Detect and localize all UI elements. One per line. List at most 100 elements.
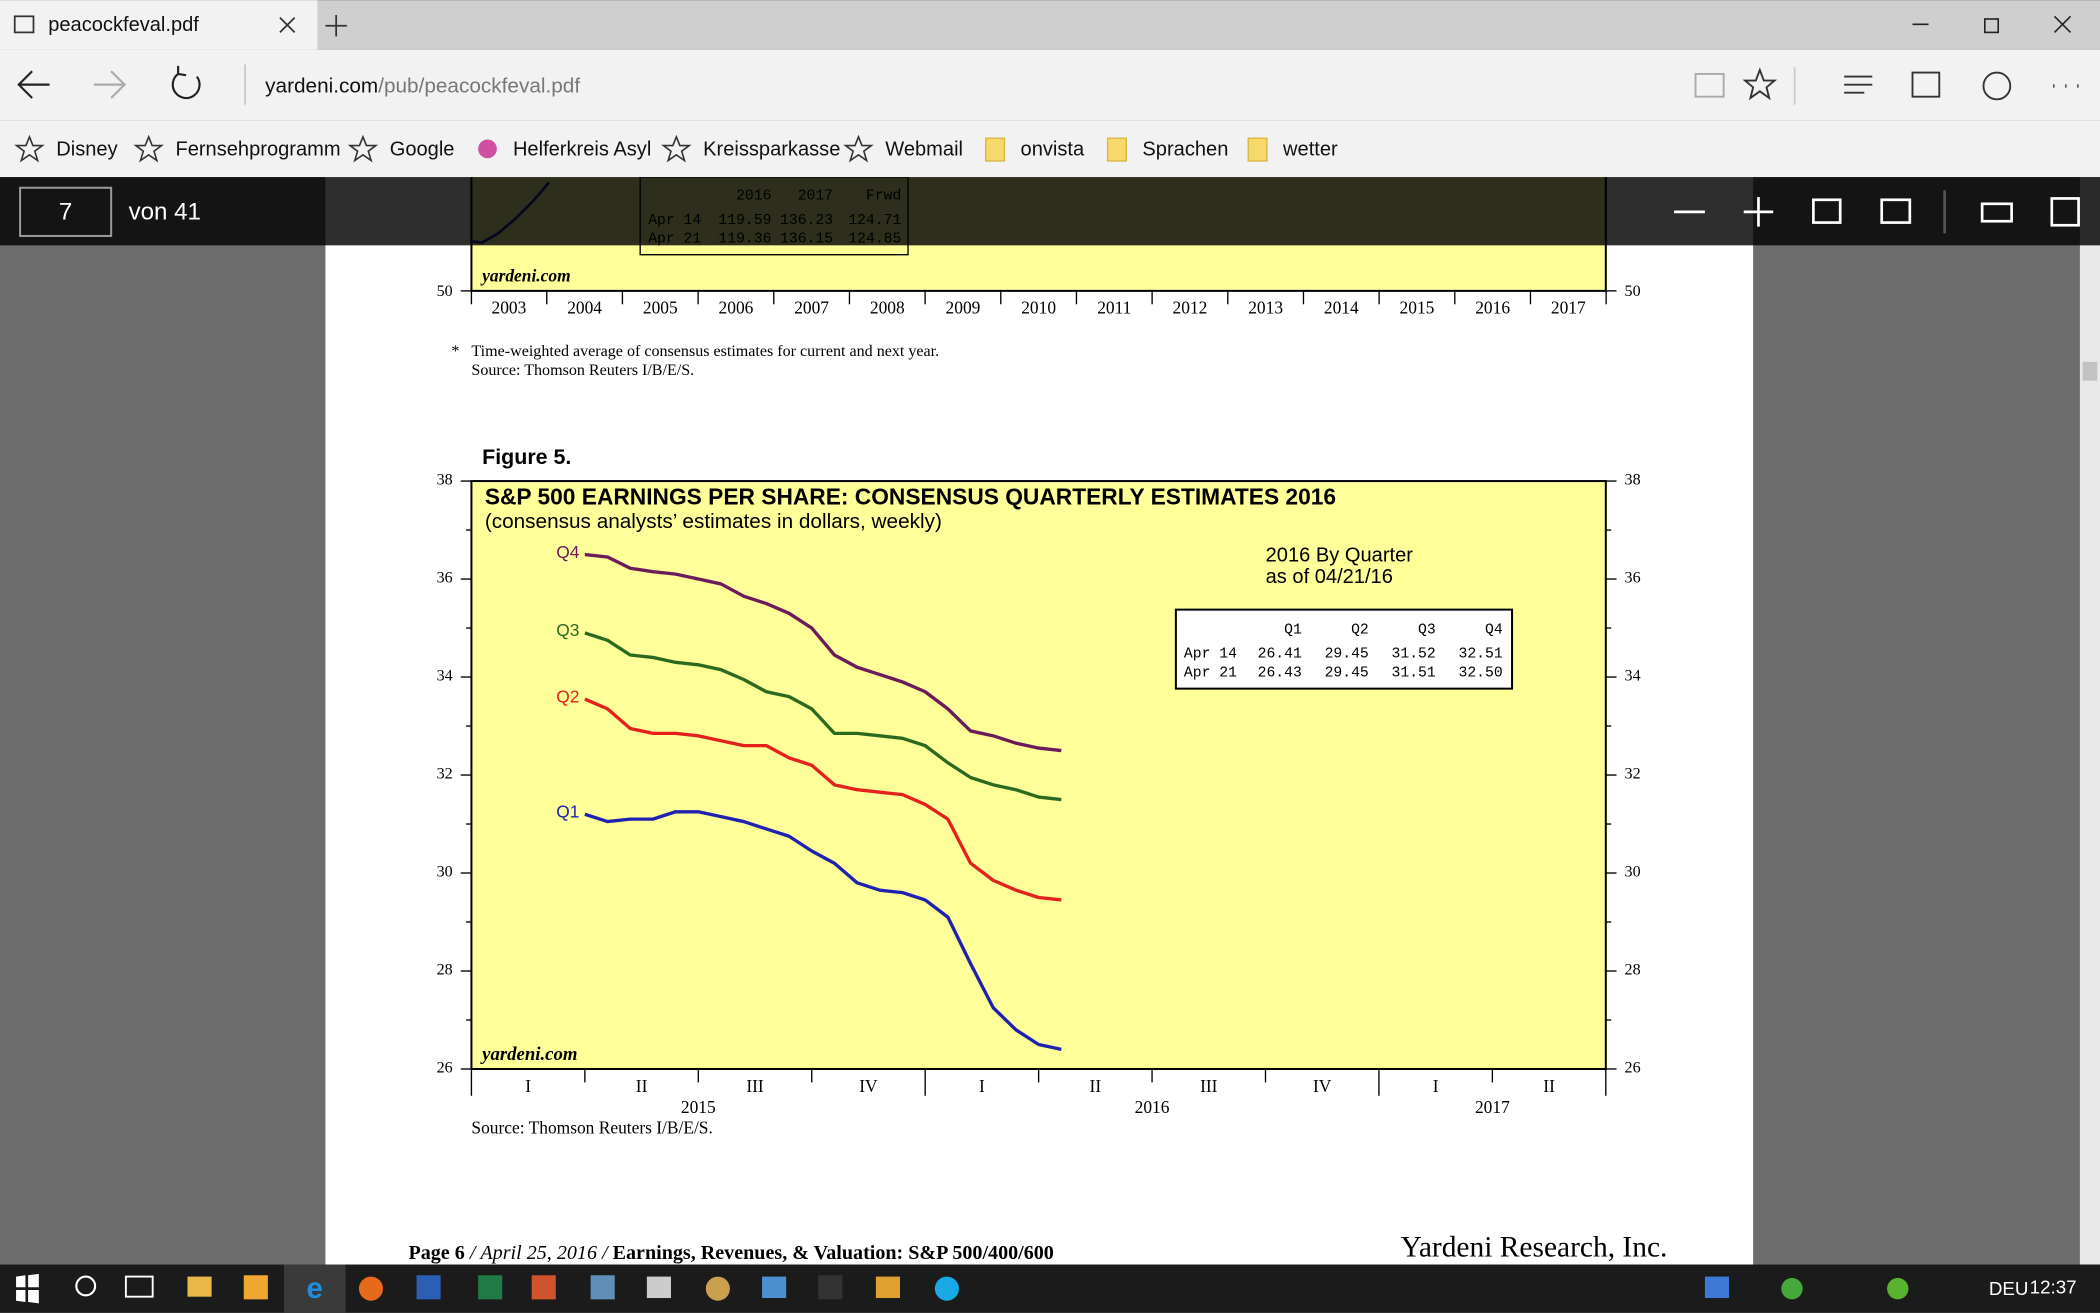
y-tick-label: 50: [1625, 283, 1641, 300]
bookmark[interactable]: onvista: [1021, 139, 1085, 161]
app[interactable]: [762, 1276, 787, 1299]
bookmark[interactable]: wetter: [1282, 139, 1338, 161]
tab-bar: [0, 0, 2100, 50]
folder-icon: [985, 137, 1006, 162]
x-tick-label: 2016: [1475, 298, 1510, 318]
favorite[interactable]: [1742, 67, 1778, 101]
figure-label: Figure 5.: [482, 445, 571, 469]
hub[interactable]: [1844, 75, 1873, 94]
table-cell: 26.43: [1258, 665, 1302, 681]
site-icon: [478, 139, 497, 159]
pdf-toolbar: [0, 177, 2100, 246]
save[interactable]: [2050, 197, 2080, 227]
annotation: 2016 By Quarter: [1266, 544, 1414, 566]
bookmark[interactable]: Fernsehprogramm: [175, 139, 340, 161]
taskbar-icons: e DEU 12:37: [16, 1264, 2077, 1313]
x-tick-label: III: [746, 1076, 764, 1096]
web-note[interactable]: [1911, 71, 1941, 98]
zoom-in[interactable]: [1743, 197, 1774, 227]
scroll-thumb[interactable]: [2082, 361, 2098, 381]
scrollbar[interactable]: [2079, 177, 2100, 1265]
app[interactable]: [705, 1276, 730, 1301]
bookmark[interactable]: Google: [390, 139, 455, 161]
y-tick-label: 28: [1625, 962, 1641, 979]
app[interactable]: [934, 1276, 959, 1301]
footer-part: Page 6: [408, 1241, 464, 1263]
start[interactable]: [16, 1273, 39, 1304]
app[interactable]: [358, 1276, 384, 1301]
y-tick-label: 30: [1625, 864, 1641, 881]
tray[interactable]: [1781, 1277, 1803, 1300]
bookmark[interactable]: Webmail: [885, 139, 963, 161]
folder-icon: [1106, 137, 1128, 162]
table-cell: 29.45: [1325, 665, 1369, 681]
app[interactable]: [187, 1276, 212, 1297]
table-header: Q3: [1418, 623, 1436, 639]
bookmark[interactable]: Helferkreis Asyl: [513, 139, 651, 161]
app[interactable]: [478, 1275, 503, 1300]
x-tick-label: I: [1433, 1076, 1439, 1096]
table-box: [1174, 608, 1514, 690]
app[interactable]: [590, 1275, 615, 1300]
address[interactable]: yardeni.com/pub/peacockfeval.pdf: [265, 75, 580, 98]
tab-title[interactable]: peacockfeval.pdf: [48, 14, 199, 36]
folder-icon: [1247, 137, 1268, 162]
footer-part: April 25, 2016: [478, 1241, 597, 1263]
tab[interactable]: [0, 0, 318, 50]
language[interactable]: DEU: [1989, 1278, 2029, 1299]
x-tick-label: III: [1200, 1076, 1218, 1096]
year-label: 2017: [1475, 1097, 1510, 1117]
fit-width[interactable]: [1880, 198, 1912, 224]
app[interactable]: [416, 1275, 441, 1300]
refresh[interactable]: [171, 65, 201, 100]
app-active[interactable]: [283, 1264, 346, 1313]
y-tick-label: 30: [437, 864, 453, 881]
tab-icon: [13, 15, 35, 34]
star-icon: [661, 134, 692, 163]
x-tick-label: 2009: [946, 298, 981, 318]
close[interactable]: [2053, 15, 2072, 33]
bookmark[interactable]: Kreissparkasse: [703, 139, 840, 161]
share[interactable]: [1982, 71, 2012, 101]
tray[interactable]: [1887, 1277, 1909, 1300]
table-cell: 32.51: [1459, 647, 1503, 663]
tab-close[interactable]: [279, 17, 296, 34]
star-icon: [133, 134, 164, 163]
footer-part: /: [465, 1241, 481, 1263]
new-tab[interactable]: [325, 14, 347, 37]
app[interactable]: [243, 1275, 268, 1300]
path[interactable]: /pub/peacockfeval.pdf: [378, 75, 580, 98]
window-controls: [1912, 15, 2072, 34]
page-number[interactable]: 7: [59, 199, 72, 226]
app[interactable]: [646, 1276, 671, 1299]
fit-page[interactable]: [1812, 198, 1842, 224]
clock[interactable]: 12:37: [2030, 1277, 2077, 1298]
footer-part: Earnings, Revenues, & Valuation: S&P 500…: [613, 1241, 1054, 1263]
y-tick-label: 26: [437, 1060, 453, 1077]
forward[interactable]: [93, 70, 127, 99]
page-input[interactable]: [19, 186, 113, 237]
restore[interactable]: [1984, 18, 2000, 34]
print[interactable]: [1980, 202, 2013, 223]
edge-icon[interactable]: e: [307, 1272, 323, 1305]
table-header: Q2: [1351, 623, 1369, 639]
series-line: [584, 631, 1062, 802]
domain[interactable]: yardeni.com: [265, 75, 378, 98]
footnote: Source: Thomson Reuters I/B/E/S.: [471, 362, 694, 379]
app[interactable]: [531, 1275, 556, 1300]
nav-buttons: [17, 65, 201, 100]
tray[interactable]: [1704, 1276, 1730, 1299]
chart-subtitle: (consensus analysts’ estimates in dollar…: [485, 510, 942, 533]
back[interactable]: [17, 70, 50, 99]
plot-frame: [470, 480, 1607, 1071]
bookmark[interactable]: Disney: [56, 139, 117, 161]
app[interactable]: [818, 1275, 843, 1300]
y-tick-label: 32: [437, 766, 453, 783]
pdf-tools: [1674, 190, 2080, 234]
bookmark[interactable]: Sprachen: [1142, 139, 1228, 161]
app[interactable]: [875, 1276, 900, 1299]
reading-view[interactable]: [1694, 72, 1725, 98]
search[interactable]: [75, 1275, 97, 1297]
task-view[interactable]: [124, 1275, 154, 1298]
